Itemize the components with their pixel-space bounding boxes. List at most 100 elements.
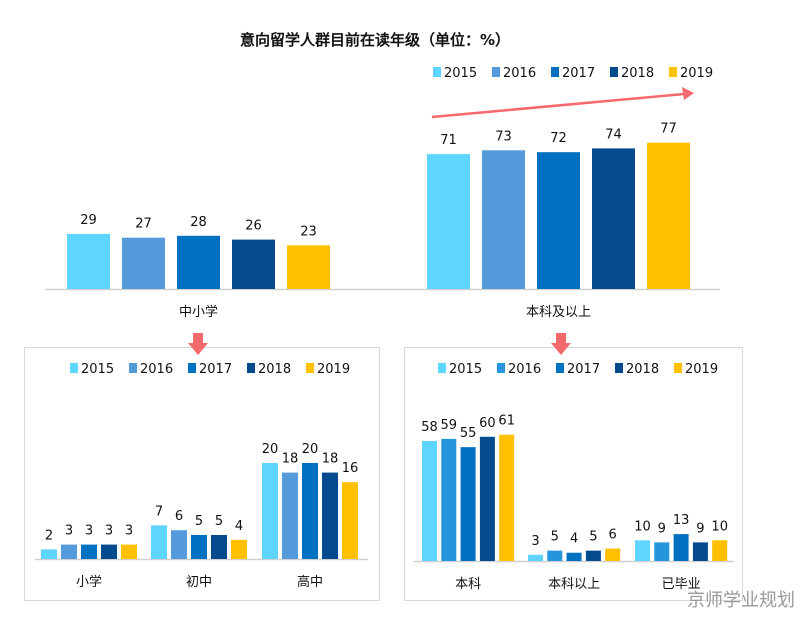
bar-本科以上-2018	[585, 550, 601, 561]
bar-初中-2017	[191, 535, 207, 559]
data-label-高中-2016: 18	[282, 452, 299, 467]
legend-label-2016: 2016	[140, 362, 173, 377]
legend-swatch-2015	[70, 363, 78, 373]
legend-swatch-2018	[247, 363, 255, 373]
data-label-已毕业-2019: 10	[711, 519, 728, 534]
data-label-中小学-2018: 26	[245, 219, 262, 234]
bar-高中-2017	[302, 463, 318, 559]
down-arrow-icon	[188, 333, 208, 355]
data-label-本科-2016: 59	[441, 418, 458, 433]
bar-中小学-2015	[67, 233, 110, 289]
category-label-小学: 小学	[76, 574, 102, 590]
bar-已毕业-2018	[692, 542, 708, 561]
legend-swatch-2016	[129, 363, 137, 373]
bar-本科以上-2019	[605, 548, 621, 561]
watermark: 京师学业规划	[687, 590, 795, 611]
bar-初中-2018	[211, 535, 227, 559]
legend-swatch-2016	[497, 363, 505, 373]
bar-本科-2017	[460, 447, 476, 561]
bar-本科及以上-2018	[592, 148, 635, 289]
legend-label-2019: 2019	[685, 362, 718, 377]
data-label-本科及以上-2017: 72	[550, 131, 567, 146]
bar-高中-2016	[282, 472, 298, 559]
bar-初中-2016	[171, 530, 187, 559]
bar-中小学-2017	[177, 235, 220, 289]
data-label-本科及以上-2016: 73	[495, 129, 512, 144]
bar-高中-2018	[322, 472, 338, 559]
data-label-中小学-2017: 28	[190, 215, 207, 230]
data-label-初中-2016: 6	[175, 509, 183, 524]
legend-label-2019: 2019	[680, 66, 713, 81]
legend-label-2018: 2018	[258, 362, 291, 377]
data-label-高中-2015: 20	[262, 442, 279, 457]
data-label-初中-2015: 7	[155, 504, 163, 519]
legend-label-2015: 2015	[81, 362, 114, 377]
data-label-初中-2017: 5	[195, 514, 203, 529]
data-label-高中-2019: 16	[342, 461, 359, 476]
category-label-中小学: 中小学	[179, 304, 218, 320]
bar-本科及以上-2017	[537, 152, 580, 289]
data-label-已毕业-2016: 9	[658, 521, 666, 536]
bar-本科以上-2017	[566, 552, 582, 561]
data-label-小学-2016: 3	[65, 524, 73, 539]
data-label-本科及以上-2018: 74	[605, 127, 622, 142]
category-label-初中: 初中	[186, 575, 212, 590]
data-label-高中-2018: 18	[322, 452, 339, 467]
data-label-已毕业-2015: 10	[634, 519, 651, 534]
data-label-小学-2018: 3	[105, 524, 113, 539]
legend-label-2017: 2017	[199, 362, 232, 377]
data-label-已毕业-2018: 9	[696, 521, 704, 536]
category-label-本科: 本科	[455, 577, 481, 592]
legend-label-2017: 2017	[567, 362, 600, 377]
data-label-本科-2018: 60	[479, 416, 496, 431]
data-label-小学-2015: 2	[45, 528, 53, 543]
category-label-已毕业: 已毕业	[662, 577, 701, 592]
data-label-本科以上-2018: 5	[589, 530, 597, 545]
legend-label-2019: 2019	[317, 362, 350, 377]
bar-初中-2019	[231, 539, 247, 559]
bar-中小学-2018	[232, 239, 275, 289]
bar-已毕业-2016	[654, 542, 670, 561]
bar-初中-2015	[151, 525, 167, 559]
bar-小学-2018	[101, 544, 117, 559]
data-label-小学-2019: 3	[125, 524, 133, 539]
down-arrow-icon	[551, 333, 571, 355]
data-label-本科及以上-2019: 77	[660, 122, 677, 137]
trend-arrow-line	[431, 92, 685, 119]
legend-label-2017: 2017	[562, 66, 595, 81]
trend-arrow-head	[682, 87, 694, 100]
legend-label-2015: 2015	[444, 66, 477, 81]
legend-label-2018: 2018	[626, 362, 659, 377]
bar-高中-2015	[262, 463, 278, 559]
legend-swatch-2017	[556, 363, 564, 373]
legend-swatch-2016	[492, 67, 500, 77]
data-label-中小学-2019: 23	[300, 224, 317, 239]
data-label-本科以上-2015: 3	[531, 534, 539, 549]
data-label-初中-2019: 4	[235, 519, 243, 534]
data-label-高中-2017: 20	[302, 442, 319, 457]
category-label-高中: 高中	[297, 574, 323, 590]
bar-小学-2019	[121, 544, 137, 559]
bar-本科-2016	[441, 438, 457, 561]
data-label-本科以上-2016: 5	[551, 530, 559, 545]
bar-本科-2015	[422, 440, 437, 561]
bar-本科以上-2015	[528, 554, 543, 561]
legend-label-2015: 2015	[449, 362, 482, 377]
bar-中小学-2016	[122, 237, 165, 289]
legend-swatch-2017	[551, 67, 559, 77]
bar-小学-2016	[61, 544, 77, 559]
bar-已毕业-2015	[635, 540, 650, 561]
bar-本科以上-2016	[547, 550, 563, 561]
legend-swatch-2017	[188, 363, 196, 373]
bar-本科及以上-2019	[647, 142, 690, 289]
legend-swatch-2019	[669, 67, 677, 77]
bar-小学-2017	[81, 544, 97, 559]
legend-label-2018: 2018	[621, 66, 654, 81]
bar-本科-2019	[499, 434, 515, 561]
legend-swatch-2019	[306, 363, 314, 373]
bar-本科及以上-2016	[482, 150, 525, 289]
legend-swatch-2018	[615, 363, 623, 373]
legend-swatch-2015	[438, 363, 446, 373]
